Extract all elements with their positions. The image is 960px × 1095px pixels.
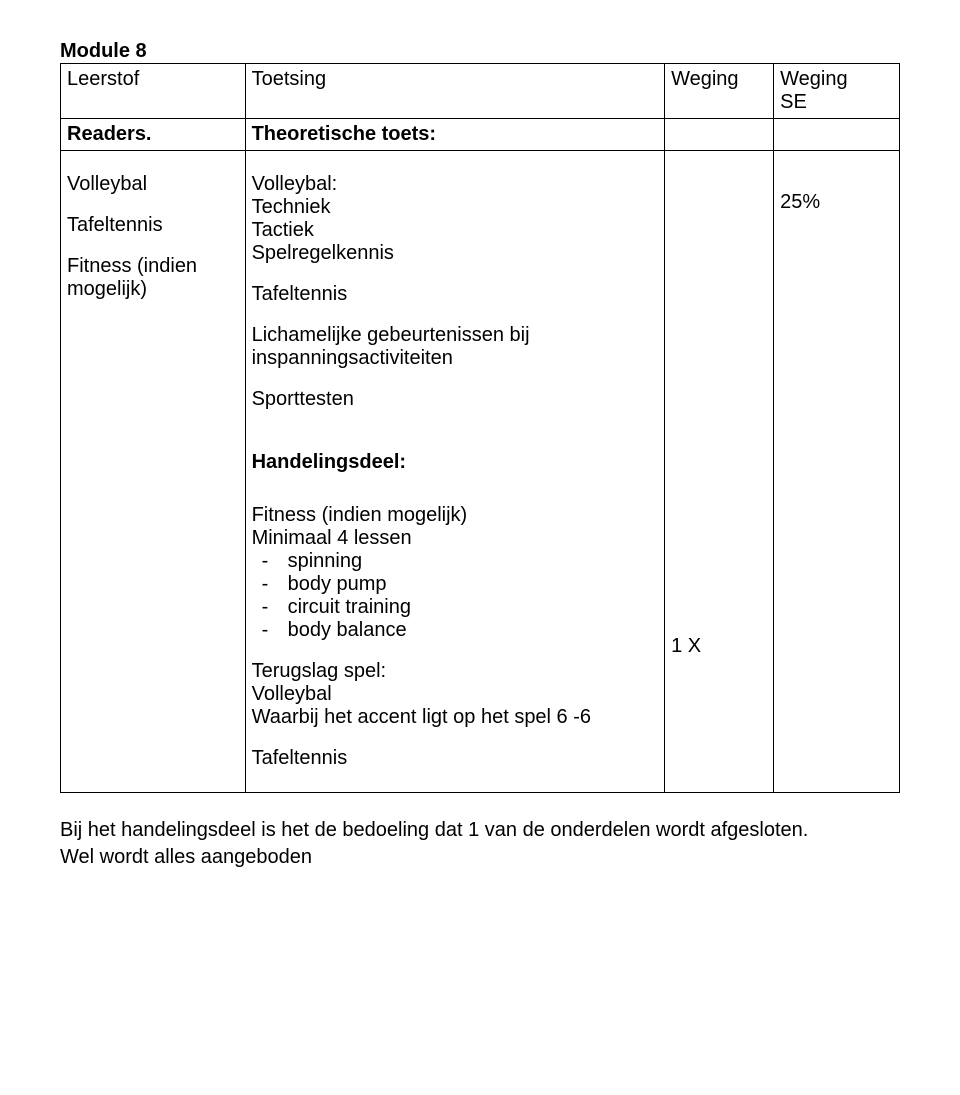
min4-line: Minimaal 4 lessen (252, 527, 659, 550)
header-leerstof: Leerstof (61, 64, 246, 119)
table-header-row: Leerstof Toetsing Weging Weging SE (61, 64, 900, 119)
mid-lgb2: inspanningsactiviteiten (252, 347, 659, 370)
onex-value: 1 X (671, 635, 767, 658)
footer-line1: Bij het handelingsdeel is het de bedoeli… (60, 819, 808, 841)
mid-lgb1: Lichamelijke gebeurtenissen bij (252, 324, 659, 347)
mid-tt2: Tafeltennis (252, 747, 659, 770)
fitness-items-list: spinning body pump circuit training body… (252, 550, 659, 642)
fitness-line: Fitness (indien mogelijk) (252, 504, 659, 527)
mid-tafeltennis: Tafeltennis (252, 283, 659, 306)
cell-empty (774, 119, 900, 151)
table-row: Readers. Theoretische toets: (61, 119, 900, 151)
list-item: spinning (288, 550, 659, 573)
header-weging-se-l1: Weging (780, 68, 847, 90)
mid-sporttesten: Sporttesten (252, 388, 659, 411)
left-fitness-l2: mogelijk) (67, 278, 239, 301)
footer-text: Bij het handelingsdeel is het de bedoeli… (60, 817, 900, 871)
cell-empty (665, 119, 774, 151)
header-toetsing: Toetsing (245, 64, 665, 119)
terugslag-volleybal: Volleybal (252, 683, 659, 706)
module-title: Module 8 (60, 40, 900, 63)
mid-spelregelkennis: Spelregelkennis (252, 242, 659, 265)
list-item: body pump (288, 573, 659, 596)
cell-left-content: Volleybal Tafeltennis Fitness (indien mo… (61, 151, 246, 793)
table-row: Volleybal Tafeltennis Fitness (indien mo… (61, 151, 900, 793)
readers-label: Readers. (67, 123, 152, 145)
mid-techniek: Techniek (252, 196, 659, 219)
percent-value: 25% (780, 191, 893, 214)
cell-theoretische-toets: Theoretische toets: (245, 119, 665, 151)
list-item: circuit training (288, 596, 659, 619)
handelingsdeel-label: Handelingsdeel: (252, 451, 406, 473)
curriculum-table: Leerstof Toetsing Weging Weging SE Reade… (60, 63, 900, 793)
cell-mid-content: Volleybal: Techniek Tactiek Spelregelken… (245, 151, 665, 793)
terugslag-waarbij: Waarbij het accent ligt op het spel 6 -6 (252, 706, 659, 729)
footer-line2: Wel wordt alles aangeboden (60, 846, 312, 868)
header-weging: Weging (665, 64, 774, 119)
list-item: body balance (288, 619, 659, 642)
left-tafeltennis: Tafeltennis (67, 214, 239, 237)
header-weging-se-l2: SE (780, 91, 807, 113)
mid-vb-label: Volleybal: (252, 173, 659, 196)
mid-tactiek: Tactiek (252, 219, 659, 242)
terugslag-label: Terugslag spel: (252, 660, 659, 683)
header-weging-se: Weging SE (774, 64, 900, 119)
left-fitness-l1: Fitness (indien (67, 255, 239, 278)
cell-weging-se: 25% (774, 151, 900, 793)
left-volleybal: Volleybal (67, 173, 239, 196)
cell-readers: Readers. (61, 119, 246, 151)
theoretische-toets-label: Theoretische toets: (252, 123, 436, 145)
cell-weging: 1 X (665, 151, 774, 793)
